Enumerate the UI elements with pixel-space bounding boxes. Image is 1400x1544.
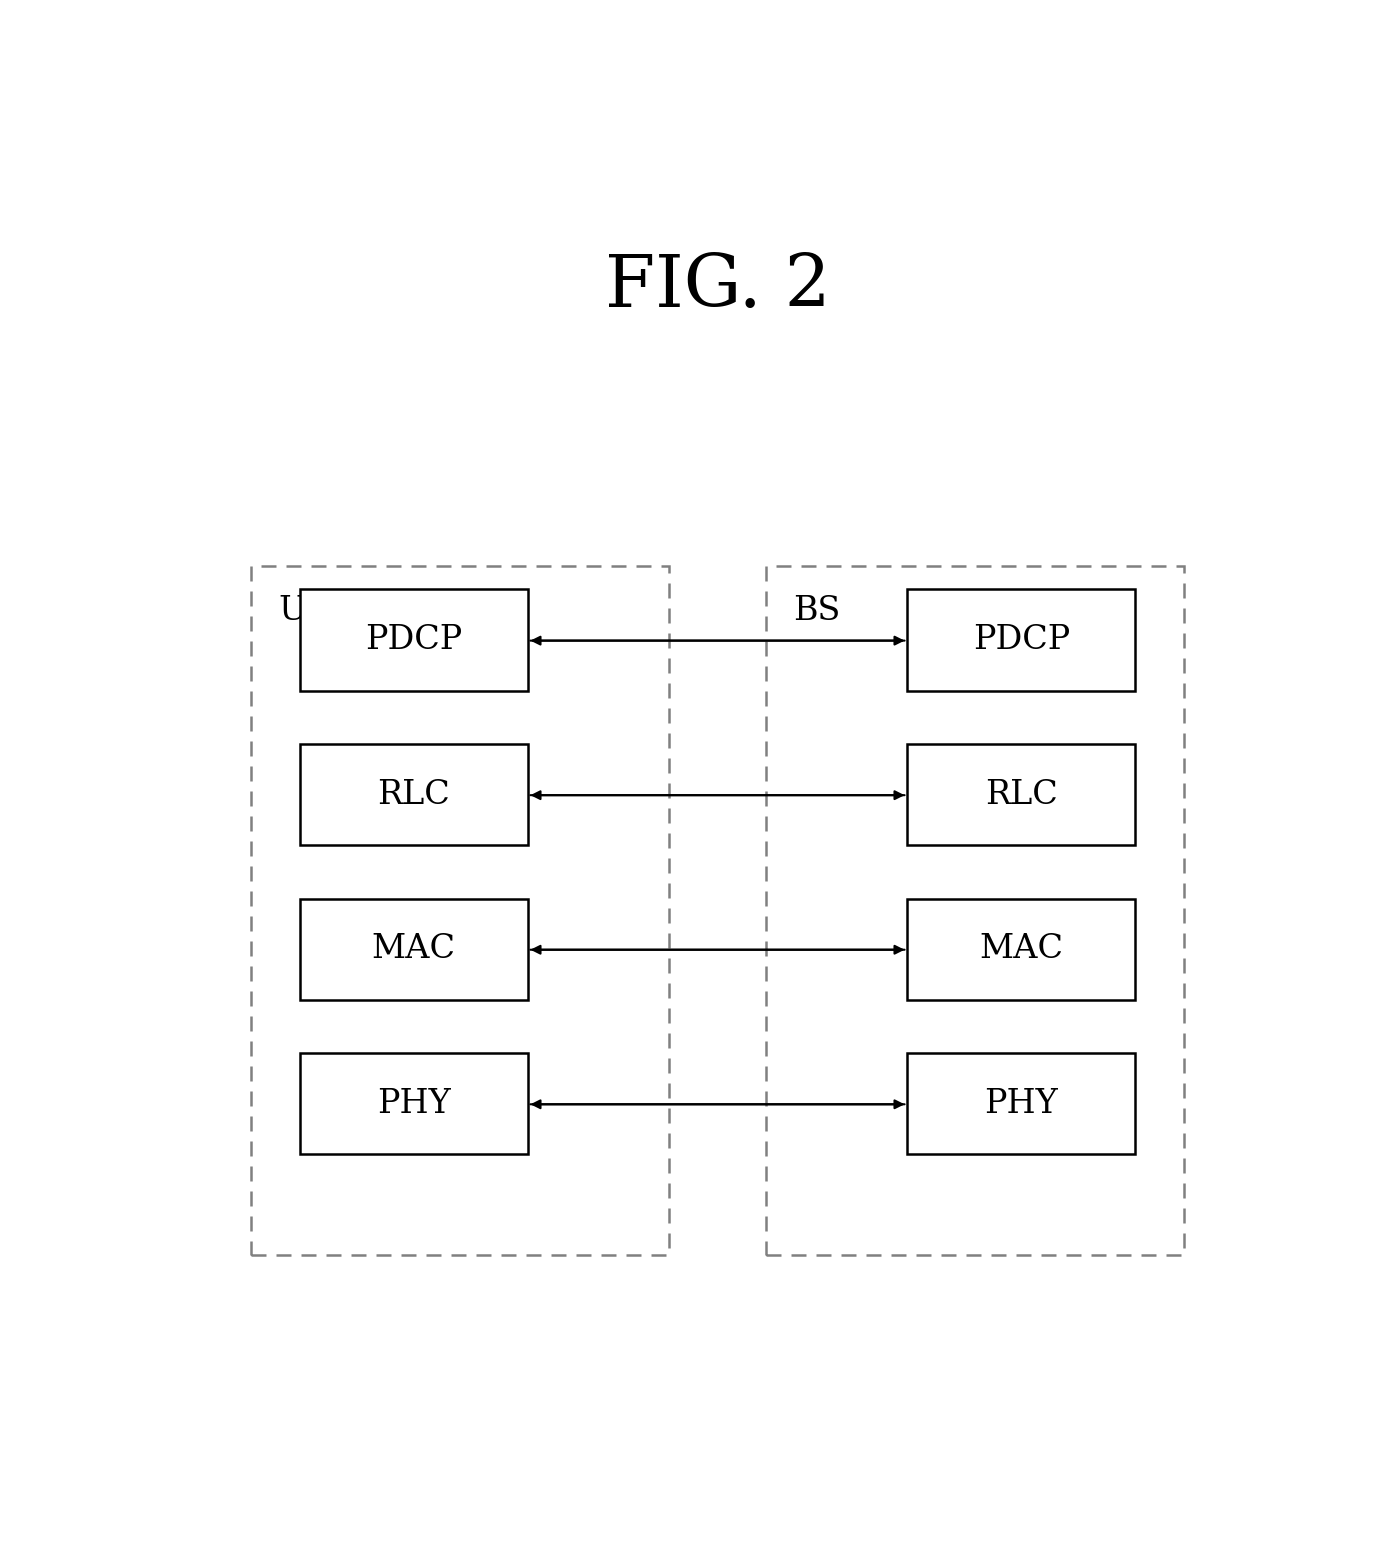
- Bar: [907, 744, 1135, 845]
- Text: RLC: RLC: [986, 778, 1057, 811]
- Bar: [907, 1053, 1135, 1155]
- Bar: [300, 744, 528, 845]
- Text: RLC: RLC: [378, 778, 449, 811]
- Bar: [907, 899, 1135, 999]
- Text: FIG. 2: FIG. 2: [605, 252, 830, 321]
- Text: MAC: MAC: [372, 933, 456, 965]
- Text: PDCP: PDCP: [365, 624, 462, 656]
- Bar: [300, 1053, 528, 1155]
- Text: UE: UE: [279, 596, 330, 627]
- Bar: [300, 590, 528, 690]
- Bar: [766, 565, 1184, 1255]
- Text: PHY: PHY: [377, 1087, 451, 1119]
- Text: PHY: PHY: [984, 1087, 1058, 1119]
- Bar: [251, 565, 669, 1255]
- Bar: [300, 899, 528, 999]
- Text: MAC: MAC: [980, 933, 1064, 965]
- Text: PDCP: PDCP: [973, 624, 1070, 656]
- Text: BS: BS: [794, 596, 841, 627]
- Bar: [907, 590, 1135, 690]
